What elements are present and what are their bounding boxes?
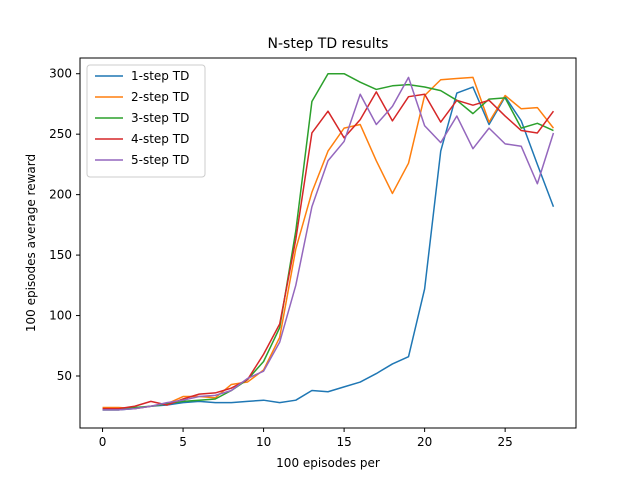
x-tick-label: 5 bbox=[179, 435, 187, 449]
axis-ticks: 0 5 10 15 20 25 50 100 150 200 250 300 bbox=[49, 67, 513, 449]
legend-label: 1-step TD bbox=[131, 69, 189, 83]
series-line-5-step-td bbox=[102, 76, 555, 411]
y-tick-label: 300 bbox=[49, 67, 72, 81]
plot-frame bbox=[79, 57, 577, 429]
series-line-1-step-td bbox=[102, 86, 555, 411]
y-tick-label: 50 bbox=[57, 369, 72, 383]
y-tick-label: 150 bbox=[49, 248, 72, 262]
chart-title: N-step TD results bbox=[268, 36, 389, 52]
series-layer bbox=[102, 72, 555, 411]
x-tick-label: 10 bbox=[256, 435, 271, 449]
y-tick-label: 250 bbox=[49, 127, 72, 141]
y-axis-label: 100 episodes average reward bbox=[24, 154, 38, 332]
series-line-3-step-td bbox=[102, 72, 554, 411]
x-tick-label: 25 bbox=[498, 435, 513, 449]
series-line-2-step-td bbox=[102, 76, 555, 410]
legend-label: 3-step TD bbox=[131, 111, 189, 125]
y-tick-label: 100 bbox=[49, 309, 72, 323]
legend-label: 2-step TD bbox=[131, 90, 189, 104]
y-tick-label: 200 bbox=[49, 188, 72, 202]
legend-label: 4-step TD bbox=[131, 132, 189, 146]
x-axis-label: 100 episodes per bbox=[276, 456, 380, 470]
x-tick-label: 20 bbox=[417, 435, 432, 449]
legend-label: 5-step TD bbox=[131, 153, 189, 167]
x-tick-label: 0 bbox=[99, 435, 107, 449]
x-tick-label: 15 bbox=[336, 435, 351, 449]
legend-box bbox=[86, 64, 206, 178]
legend: 1-step TD 2-step TD 3-step TD 4-step TD 5-st… bbox=[86, 64, 206, 178]
